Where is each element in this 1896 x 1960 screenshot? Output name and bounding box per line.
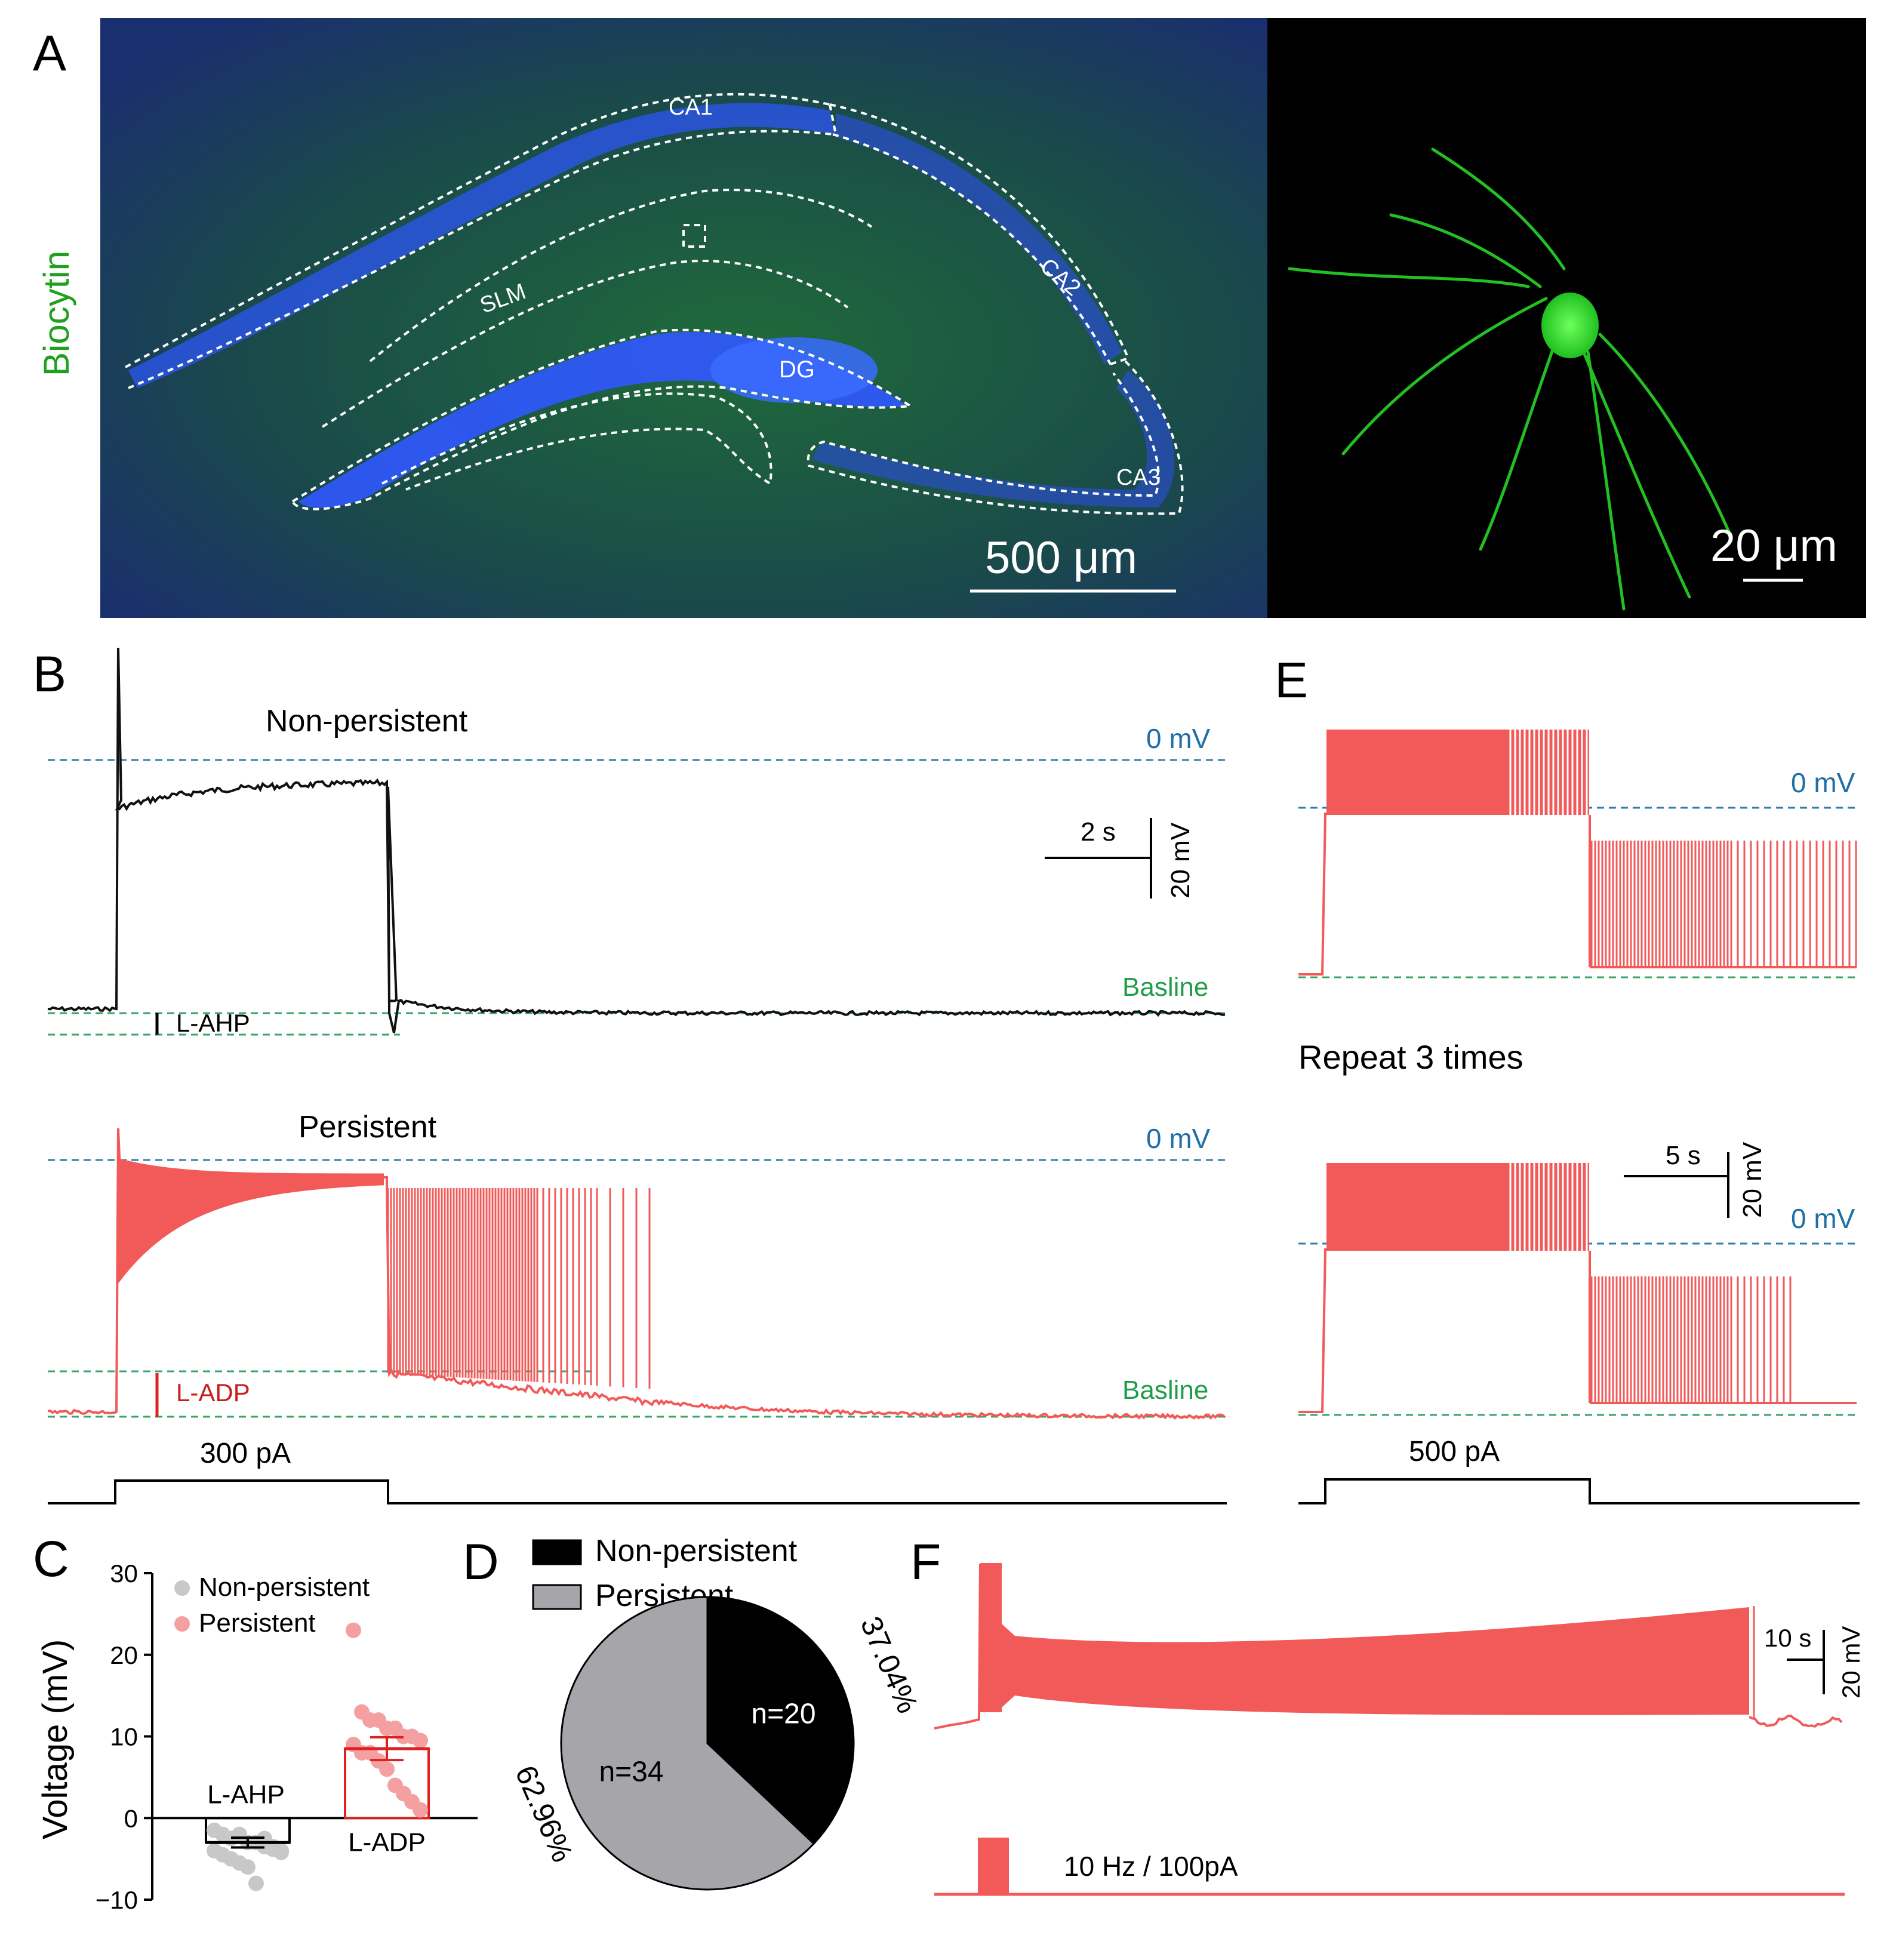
pie-percent-non-persistent: 37.04% (854, 1612, 925, 1718)
point-l-ahp-13 (240, 1859, 256, 1875)
baseline-label-top: Basline (1122, 973, 1208, 1002)
scale-bar-e: 5 s 20 mV (1624, 1141, 1767, 1218)
lahp-label: L-AHP (176, 1009, 250, 1037)
post-train-baseline (1749, 1715, 1843, 1728)
y-axis-label: Voltage (mV) (36, 1639, 75, 1839)
non-persistent-trace (47, 647, 1226, 1033)
persistent-trace (47, 1128, 1226, 1420)
y-tick-label-3: 0 (124, 1804, 138, 1832)
persistent-envelope (118, 1158, 384, 1284)
train-stimulation-trace (934, 1563, 1843, 1730)
stim-step-b (48, 1479, 1227, 1504)
panel-label-b: B (33, 646, 66, 702)
category-label-lahp: L-AHP (207, 1780, 285, 1809)
scale-bar-f: 10 s 20 mV (1764, 1624, 1865, 1699)
legend-marker-non-persistent (174, 1580, 190, 1596)
pie-count-persistent: n=34 (599, 1756, 663, 1788)
point-l-adp-0 (346, 1622, 361, 1638)
panel-label-c: C (33, 1531, 69, 1587)
zero-mv-label-top: 0 mV (1146, 723, 1211, 754)
scale-voltage-b: 20 mV (1166, 822, 1195, 899)
trace-title-non-persistent: Non-persistent (266, 704, 468, 739)
point-l-adp-8 (413, 1733, 428, 1749)
stim-step-e (1298, 1478, 1860, 1504)
region-ca1: CA1 (669, 95, 713, 120)
y-tick-label-4: −10 (96, 1886, 138, 1914)
scale-label-20um: 20 μm (1710, 521, 1837, 571)
persistent-trace-envelope (118, 1158, 384, 1284)
legend-c: Non-persistent Persistent (174, 1573, 370, 1638)
legend-marker-persistent (532, 1584, 582, 1610)
stim-train-f (934, 1838, 1845, 1896)
repeat-trace-last (1298, 1163, 1857, 1413)
depolarization-onset (1298, 1248, 1326, 1413)
scale-time-e: 5 s (1666, 1141, 1701, 1170)
y-tick-label-1: 20 (110, 1641, 138, 1669)
y-tick-label-0: 30 (110, 1559, 138, 1587)
legend-marker-persistent (174, 1616, 190, 1632)
panel-label-d: D (463, 1534, 499, 1590)
pre-train-baseline (934, 1564, 981, 1730)
scale-voltage-f: 20 mV (1837, 1626, 1865, 1699)
panel-label-f: F (910, 1534, 941, 1590)
repeat-label: Repeat 3 times (1298, 1038, 1523, 1076)
stim-label-e: 500 pA (1409, 1436, 1500, 1467)
category-label-ladp: L-ADP (348, 1827, 426, 1857)
voltage-bar-chart: 30 20 10 0 −10 Voltage (mV) Non-persistent Pers… (36, 1559, 478, 1914)
hippocampus-image: CA1 CA2 CA3 DG SLM 500 μm (100, 18, 1267, 618)
region-dg: DG (779, 356, 815, 383)
zero-mv-label-bottom: 0 mV (1146, 1123, 1211, 1154)
biocytin-neuron-image: 20 μm (1267, 18, 1866, 618)
point-l-ahp-17 (273, 1844, 289, 1860)
point-l-ahp-14 (248, 1875, 264, 1891)
zero-mv-label-e1: 0 mV (1791, 767, 1855, 798)
pie-slice-persistent (560, 1596, 815, 1891)
persistent-firing-block (1002, 1607, 1749, 1715)
stim-label-b: 300 pA (200, 1438, 291, 1469)
repeat-trace-first (1298, 730, 1857, 976)
persistent-trace-spikes (387, 1188, 651, 1389)
legend-marker-non-persistent (532, 1539, 582, 1565)
panel-label-a: A (33, 25, 66, 81)
biocytin-label: Biocytin (36, 251, 76, 376)
scale-voltage-e: 20 mV (1738, 1141, 1767, 1218)
trace-title-persistent: Persistent (298, 1110, 437, 1144)
region-ca3: CA3 (1116, 465, 1161, 490)
scale-time-f: 10 s (1764, 1624, 1811, 1652)
step-firing-block (1326, 730, 1589, 815)
baseline-label-bottom: Basline (1122, 1376, 1208, 1405)
legend-label-non-persistent: Non-persistent (199, 1573, 370, 1602)
train-burst (980, 1563, 1002, 1712)
depolarization-onset (1298, 813, 1326, 976)
scale-time-b: 2 s (1081, 817, 1116, 847)
scale-bar-b: 2 s 20 mV (1045, 817, 1195, 899)
point-l-adp-17 (413, 1802, 428, 1818)
scale-label-500um: 500 μm (985, 533, 1137, 583)
y-tick-label-2: 10 (110, 1723, 138, 1751)
legend-label-non-persistent: Non-persistent (595, 1534, 798, 1568)
step-firing-block (1326, 1163, 1589, 1251)
zero-mv-label-e2: 0 mV (1791, 1203, 1855, 1234)
panel-label-e: E (1275, 652, 1308, 708)
ladp-label: L-ADP (176, 1379, 250, 1407)
point-l-adp-13 (379, 1761, 395, 1777)
pie-slice-non-persistent (706, 1596, 855, 1845)
pie-count-non-persistent: n=20 (751, 1698, 815, 1730)
stim-label-f: 10 Hz / 100pA (1064, 1851, 1238, 1882)
legend-label-persistent: Persistent (199, 1608, 316, 1638)
